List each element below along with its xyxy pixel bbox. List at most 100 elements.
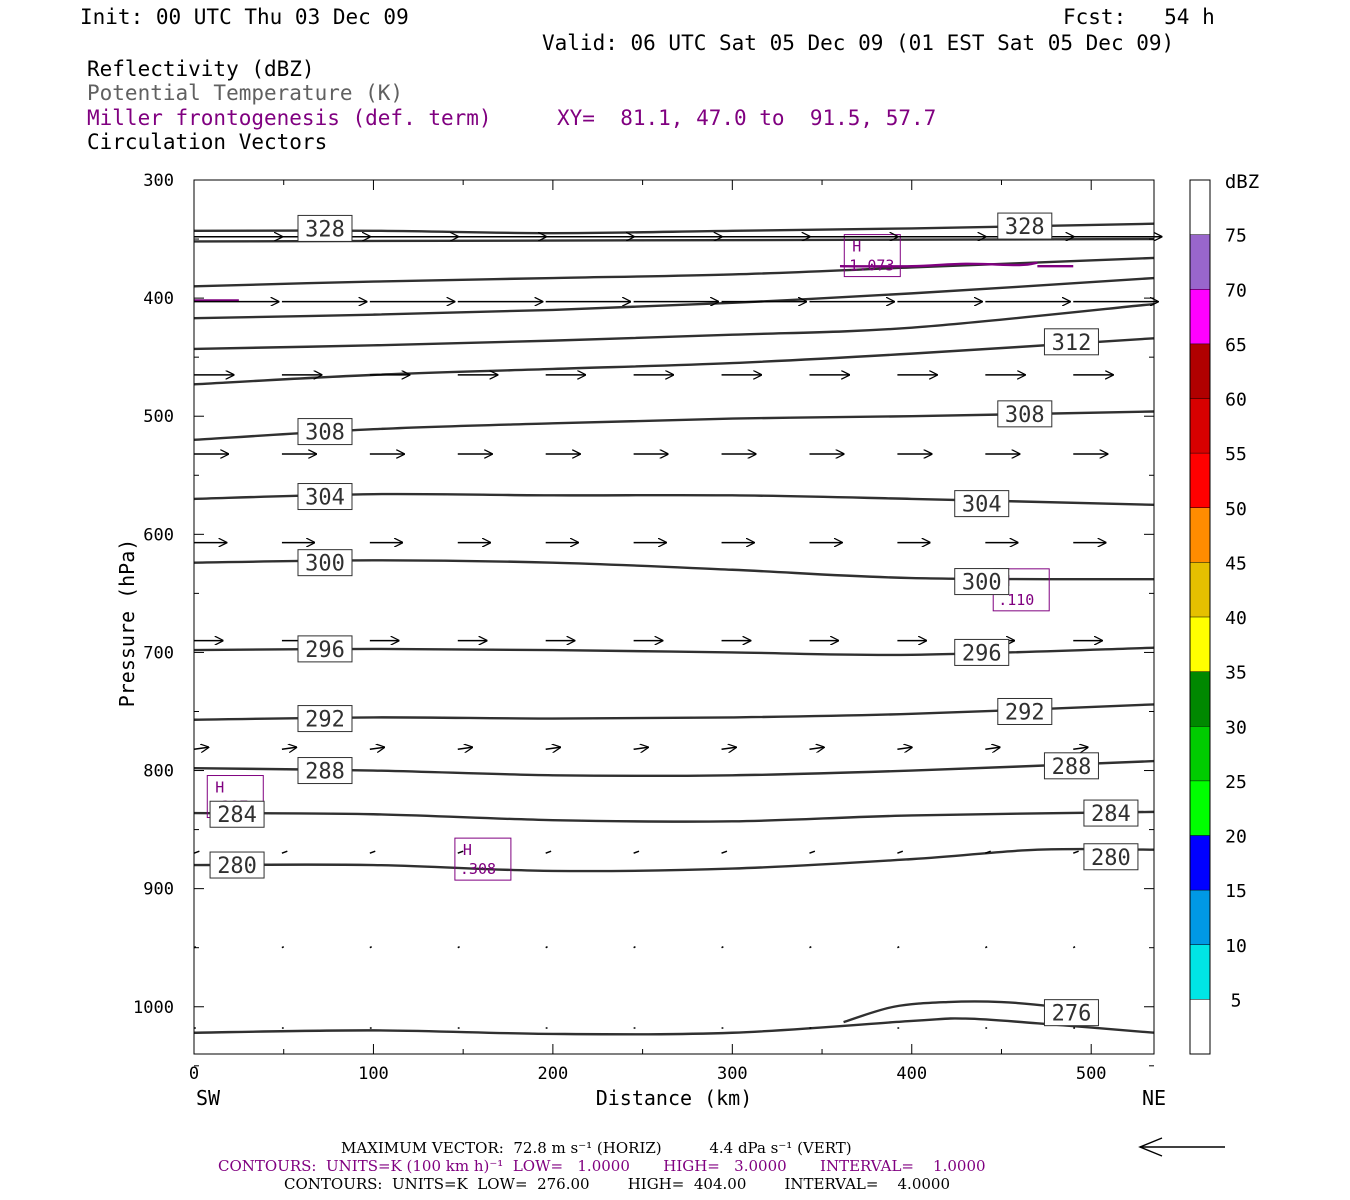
theta-label-328: 328 <box>997 212 1053 240</box>
theta-label-312: 312 <box>1043 328 1099 356</box>
circulation-vector <box>633 747 648 749</box>
theta-contour-324 <box>193 256 1155 288</box>
max-vector-legend: MAXIMUM VECTOR: 72.8 m s⁻¹ (HORIZ) 4.4 d… <box>341 1139 852 1157</box>
theta-label-text: 304 <box>305 486 345 511</box>
theta-contour-332 <box>193 237 1155 243</box>
theta-label-text: 276 <box>1052 1002 1092 1027</box>
frontogenesis-high-3: H.308 <box>454 837 512 881</box>
theta-label-280: 280 <box>209 851 265 879</box>
theta-label-box <box>1043 999 1099 1027</box>
theta-contour-320 <box>193 276 1155 320</box>
colorbar-label: 60 <box>1225 390 1247 411</box>
theta-label-box <box>954 490 1010 518</box>
theta-label-box <box>297 705 353 733</box>
theta-label-276: 276 <box>1043 999 1099 1027</box>
circulation-vector <box>897 850 904 854</box>
colorbar-label: 10 <box>1225 936 1247 957</box>
theta-label-304: 304 <box>297 483 353 511</box>
init-time: Init: 00 UTC Thu 03 Dec 09 <box>80 5 409 29</box>
circulation-vector <box>809 747 823 749</box>
colorbar-swatch <box>1190 562 1210 617</box>
circulation-vector <box>721 946 724 949</box>
frontogenesis-high-letter: H <box>215 779 224 797</box>
circulation-vector <box>721 747 736 749</box>
circulation-vector <box>984 946 988 949</box>
frontogenesis-high-box <box>843 234 901 278</box>
theta-label-box <box>1083 799 1139 827</box>
field-reflectivity: Reflectivity (dBZ) <box>87 57 315 81</box>
circulation-vector <box>985 850 991 854</box>
theta-label-box <box>209 851 265 879</box>
circulation-vector <box>809 946 812 949</box>
theta-label-box <box>954 568 1010 596</box>
x-tick-label: 300 <box>717 1064 748 1084</box>
frontogenesis-high-value: 1.073 <box>849 257 894 275</box>
theta-label-292: 292 <box>297 705 353 733</box>
theta-label-text: 312 <box>1052 331 1092 356</box>
theta-label-text: 280 <box>1091 846 1131 871</box>
colorbar-label: 75 <box>1225 226 1247 247</box>
circulation-vector <box>633 850 640 854</box>
theta-label-text: 288 <box>1052 755 1092 780</box>
theta-label-box <box>997 400 1053 428</box>
colorbar-label: 55 <box>1225 444 1247 465</box>
theta-label-296: 296 <box>954 638 1010 666</box>
circulation-vector <box>985 747 999 749</box>
circulation-vector <box>457 946 460 949</box>
colorbar-swatch <box>1190 890 1210 945</box>
theta-label-308: 308 <box>997 400 1053 428</box>
field-frontogenesis: Miller frontogenesis (def. term) <box>87 106 492 130</box>
y-tick-label: 300 <box>143 171 174 191</box>
theta-label-296: 296 <box>297 635 353 663</box>
theta-label-box <box>209 800 265 828</box>
theta-label-text: 288 <box>305 760 345 785</box>
theta-label-text: 296 <box>962 641 1002 666</box>
y-tick-label: 1000 <box>133 998 174 1018</box>
frontogenesis-high-letter: H <box>463 841 472 859</box>
frontogenesis-high-letter: H <box>852 238 861 256</box>
circulation-vector <box>545 946 548 949</box>
colorbar-swatch <box>1190 835 1210 891</box>
theta-label-284: 284 <box>209 800 265 828</box>
theta-label-text: 308 <box>305 421 345 446</box>
theta-contour-308 <box>193 410 1155 442</box>
colorbar-swatch <box>1190 999 1210 1054</box>
circulation-vector <box>809 850 816 854</box>
y-tick-label: 500 <box>143 407 174 427</box>
theta-label-text: 328 <box>305 217 345 242</box>
theta-label-box <box>297 635 353 663</box>
theta-label-text: 284 <box>217 803 257 828</box>
colorbar-swatch <box>1190 671 1210 727</box>
theta-label-text: 300 <box>305 552 345 577</box>
field-circulation-vectors: Circulation Vectors <box>87 130 328 154</box>
colorbar-swatch <box>1190 234 1210 290</box>
theta-label-text: 328 <box>1005 215 1045 240</box>
y-tick-label: 800 <box>143 762 174 782</box>
circulation-vector <box>1072 946 1076 949</box>
circulation-vector <box>369 946 373 949</box>
theta-label-box <box>297 214 353 242</box>
theta-label-box <box>297 549 353 577</box>
circulation-vector <box>281 946 285 949</box>
colorbar-label: 5 <box>1231 990 1242 1011</box>
theta-contour-292 <box>193 703 1155 721</box>
theta-label-text: 296 <box>305 638 345 663</box>
theta-label-box <box>297 483 353 511</box>
colorbar-title: dBZ <box>1225 171 1259 193</box>
theta-label-text: 304 <box>962 493 1002 518</box>
theta-label-text: 292 <box>305 708 345 733</box>
x-axis-label: Distance (km) <box>596 1086 753 1110</box>
theta-label-308: 308 <box>297 418 353 446</box>
forecast-hour: Fcst: 54 h <box>1063 5 1215 29</box>
theta-label-text: 280 <box>217 854 257 879</box>
x-end-label-left: SW <box>196 1086 221 1110</box>
reference-vector-arrow <box>1138 1137 1225 1157</box>
theta-label-box <box>1043 328 1099 356</box>
y-tick-label: 900 <box>143 880 174 900</box>
colorbar-swatch <box>1190 507 1210 563</box>
theta-label-text: 284 <box>1091 802 1131 827</box>
colorbar-label: 30 <box>1225 717 1247 738</box>
x-end-label-right: NE <box>1142 1086 1166 1110</box>
colorbar-label: 15 <box>1225 881 1247 902</box>
